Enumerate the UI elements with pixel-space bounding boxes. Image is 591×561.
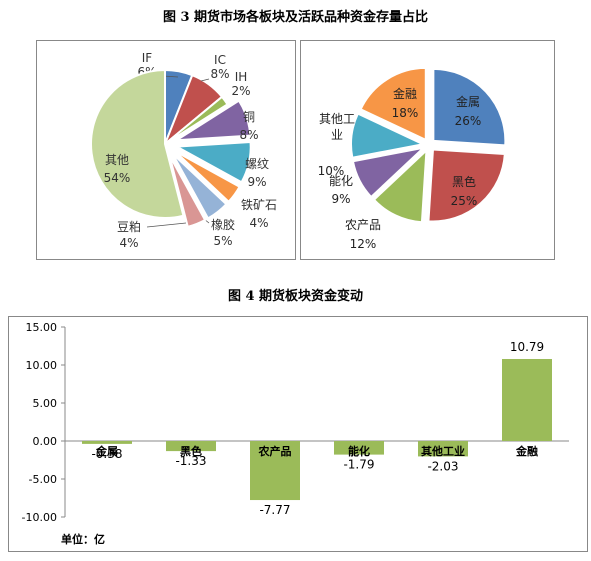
pie-1-pct-1: 8%	[210, 67, 229, 81]
pie-1-slice-7	[168, 154, 207, 229]
pie-2-pct-0: 26%	[455, 114, 482, 128]
pie-2-pct-3: 9%	[331, 192, 350, 206]
pie-1-pct-7: 4%	[119, 236, 138, 250]
pie-1-pct-8: 54%	[104, 171, 131, 185]
category-label-5: 金融	[515, 444, 538, 458]
pie-1-slice-3	[175, 99, 252, 142]
pie-2-label-0: 金属	[456, 94, 480, 109]
y-tick-label-5: -10.00	[22, 511, 57, 524]
pie-1-pct-5: 4%	[249, 216, 268, 230]
pie-2-pct-2: 12%	[350, 237, 377, 251]
value-label-1: -1.33	[175, 454, 206, 468]
pie-2-pct-5: 18%	[392, 106, 419, 120]
pie-1-pct-4: 9%	[247, 175, 266, 189]
pie-1-slice-8	[90, 68, 185, 219]
pie-2-pct-4: 10%	[318, 164, 345, 178]
bar-chart-fund-change: 15.00 10.00 5.00 0.00 -5.00 -10.00 金属 -0.38 黑色 -1…	[8, 316, 588, 552]
pie-2-label-4-0: 其他工	[319, 112, 355, 126]
pie-chart-sectors-svg: 金属 26% 黑色 25% 农产品 12% 能化 9% 其他工业 10% 金融 18%	[318, 66, 507, 251]
category-label-1: 黑色	[180, 444, 202, 458]
pie-2-slice-2	[372, 147, 428, 224]
pie-1-label-4: 螺纹	[245, 157, 269, 171]
pie-1-label-7: 豆粕	[117, 219, 141, 234]
pie-1-slice-6	[171, 152, 228, 220]
y-tick-label-0: 15.00	[26, 321, 58, 334]
pie-1-label-3: 铜	[243, 109, 255, 124]
y-tick-label-4: -5.00	[29, 473, 57, 486]
pie-2-slice-3	[351, 146, 427, 199]
bar-5	[502, 358, 552, 441]
unit-note: 单位：亿	[61, 532, 105, 546]
bar-3	[334, 441, 384, 455]
pie-1-leader-7	[146, 222, 187, 228]
pie-1-label-1: IC	[214, 53, 226, 67]
value-label-4: -2.03	[427, 459, 458, 473]
value-label-2: -7.77	[259, 503, 290, 517]
category-label-4: 其他工业	[421, 444, 465, 458]
pie-1-slice-2	[164, 95, 229, 145]
bar-0	[82, 441, 132, 444]
pie-1-pct-6: 5%	[213, 234, 232, 248]
pie-2-slice-1	[427, 148, 506, 223]
pie-1-slice-5	[174, 150, 241, 204]
pie-1-label-2: IH	[235, 70, 248, 84]
y-tick-label-1: 10.00	[26, 359, 58, 372]
category-label-0: 金属	[95, 444, 118, 458]
y-tick-label-3: 0.00	[33, 435, 58, 448]
pie-1-slice-4	[173, 140, 252, 184]
pie-2-slice-0	[432, 67, 507, 147]
bar-2	[250, 441, 300, 501]
pie-1-label-6: 橡胶	[211, 217, 235, 232]
figure-4-title: 图 4 期货板块资金变动	[227, 289, 364, 304]
pie-2-label-2: 农产品	[345, 218, 381, 232]
pie-chart-sectors: 金属 26% 黑色 25% 农产品 12% 能化 9% 其他工业 10% 金融 18%	[300, 40, 555, 260]
pie-2-pct-1: 25%	[451, 194, 478, 208]
pie-1-label-8: 其他	[105, 153, 129, 167]
category-label-3: 能化	[348, 444, 370, 458]
pie-2-label-1: 黑色	[452, 175, 476, 189]
pie-1-leader-1	[200, 78, 210, 82]
figure-3-title: 图 3 期货市场各板块及活跃品种资金存量占比	[162, 10, 429, 25]
pie-1-label-5: 铁矿石	[241, 198, 277, 212]
pie-2-label-5: 金融	[393, 86, 417, 101]
pie-1-pct-2: 2%	[231, 84, 250, 98]
pie-1-label-0: IF	[142, 51, 153, 65]
value-label-5: 10.79	[510, 340, 544, 354]
pie-2-label-4-1: 业	[331, 128, 343, 142]
pie-1-pct-3: 8%	[239, 128, 258, 142]
value-label-0: -0.38	[91, 447, 122, 461]
category-label-2: 农产品	[258, 444, 292, 458]
pie-2-slice-5	[359, 66, 427, 142]
bar-1	[166, 441, 216, 452]
pie-2-label-3: 能化	[329, 174, 353, 188]
bar-4	[418, 441, 468, 457]
y-tick-label-2: 5.00	[33, 397, 58, 410]
value-label-3: -1.79	[343, 458, 374, 472]
pie-2-slice-4	[350, 112, 427, 159]
